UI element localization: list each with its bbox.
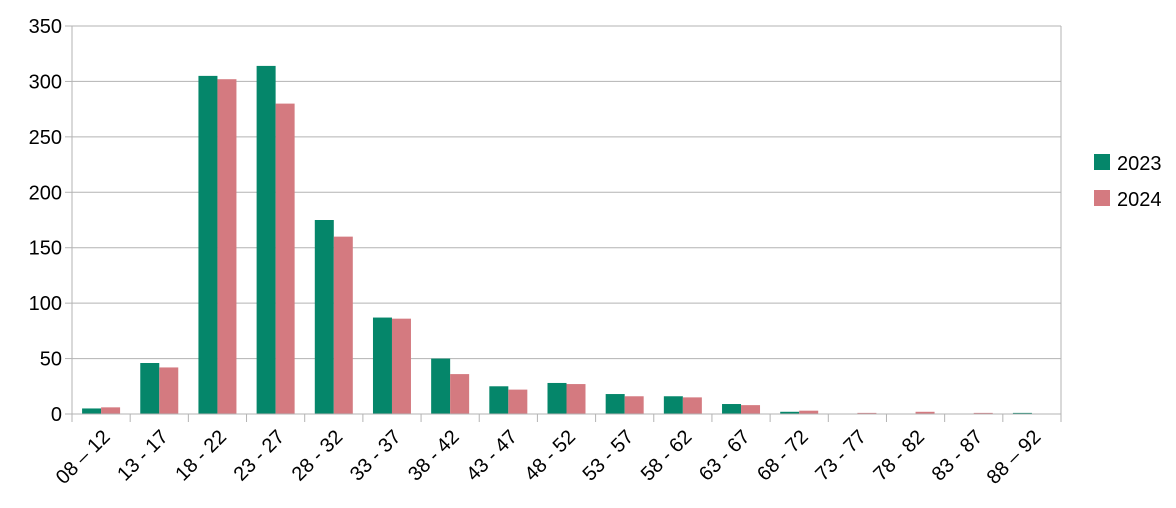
x-tick-label: 73 - 77: [811, 426, 871, 486]
x-tick-label: 23 - 27: [230, 426, 290, 486]
legend-label: 2024: [1117, 189, 1162, 211]
y-tick-label: 100: [29, 293, 62, 315]
bar-2024-4: [333, 236, 353, 414]
x-tick-label: 13 - 17: [113, 426, 173, 486]
x-tick-label: 58 - 62: [637, 426, 697, 486]
bars: [82, 65, 1032, 414]
bar-2024-14: [915, 411, 935, 414]
bar-2024-2: [217, 79, 237, 414]
x-tick-label: 43 - 47: [462, 426, 522, 486]
x-tick-label: 18 - 22: [171, 426, 231, 486]
x-tick-label: 78 - 82: [870, 426, 930, 486]
bar-2023-10: [663, 396, 683, 414]
gridlines: [72, 25, 1061, 415]
x-tick-label: 38 - 42: [404, 426, 464, 486]
bar-2024-10: [682, 397, 702, 414]
x-tick-label: 48 - 52: [520, 426, 580, 486]
legend-label: 2023: [1117, 153, 1162, 175]
bar-2024-13: [857, 412, 877, 414]
bar-2024-9: [624, 396, 644, 414]
bar-2024-8: [566, 384, 586, 414]
bar-2023-4: [314, 220, 334, 414]
y-tick-label: 350: [29, 16, 62, 38]
y-tick-label: 200: [29, 182, 62, 204]
y-tick-label: 300: [29, 71, 62, 93]
y-tick-label: 150: [29, 238, 62, 260]
bar-2023-0: [82, 408, 102, 414]
bar-2023-1: [140, 363, 160, 414]
bar-2024-7: [508, 389, 528, 414]
bar-2023-5: [372, 317, 392, 414]
bar-2024-0: [101, 407, 121, 414]
bar-2023-11: [722, 404, 742, 414]
x-tick-label: 83 - 87: [928, 426, 988, 486]
legend: 2023 2024: [1094, 153, 1162, 211]
bar-2023-3: [256, 65, 276, 414]
bar-2023-8: [547, 382, 567, 414]
legend-swatch-2024: [1094, 190, 1110, 206]
x-tick-label: 28 - 32: [288, 426, 348, 486]
bar-2024-5: [391, 318, 411, 414]
bar-2023-16: [1012, 412, 1032, 414]
bar-2024-12: [799, 410, 819, 414]
bar-2024-11: [741, 405, 761, 414]
y-tick-label: 250: [29, 127, 62, 149]
bar-2023-7: [489, 386, 509, 414]
bar-2024-15: [973, 412, 993, 414]
bar-2024-1: [159, 367, 179, 414]
x-tick-label: 53 - 57: [579, 426, 639, 486]
x-tick-label: 88 – 92: [983, 426, 1046, 489]
legend-swatch-2023: [1094, 154, 1110, 170]
x-tick-label: 33 - 37: [346, 426, 406, 486]
x-tick-label: 63 - 67: [695, 426, 755, 486]
y-tick-label: 50: [40, 349, 62, 371]
bar-2023-2: [198, 75, 218, 414]
axes: [65, 25, 1062, 422]
bar-2024-6: [450, 374, 470, 414]
y-tick-label: 0: [51, 404, 62, 426]
bar-2023-12: [780, 411, 800, 414]
y-tick-labels: 0 50 100 150 200 250 300 350: [29, 16, 62, 426]
bar-2023-6: [431, 358, 451, 414]
bar-2024-3: [275, 103, 295, 414]
x-tick-label: 08 – 12: [52, 426, 115, 489]
x-tick-label: 68 - 72: [753, 426, 813, 486]
bar-2023-9: [605, 394, 625, 414]
